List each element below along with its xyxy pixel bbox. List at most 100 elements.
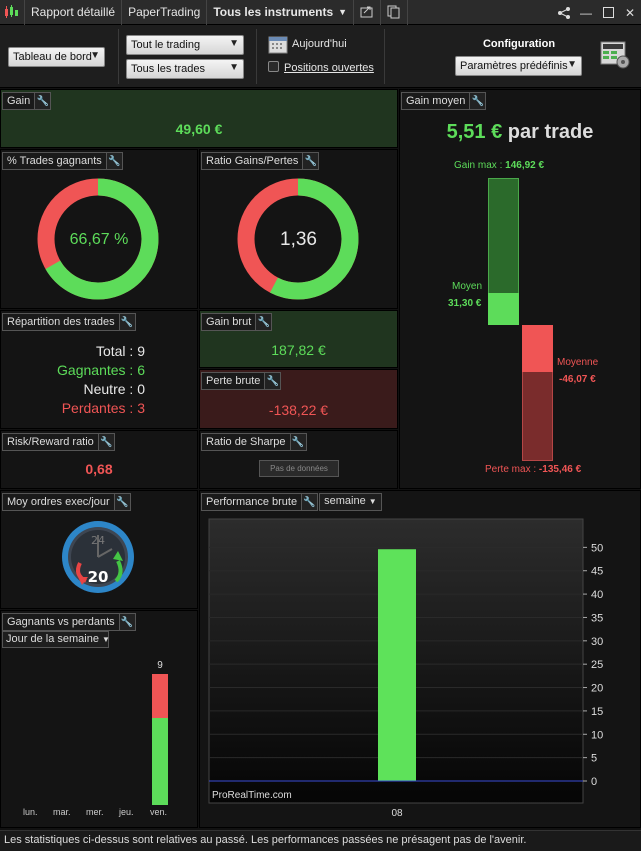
presets-select[interactable]: Paramètres prédéfinis ▼ bbox=[455, 56, 582, 76]
trading-select[interactable]: Tout le trading ▼ bbox=[126, 35, 244, 55]
chevron-down-icon: ▼ bbox=[101, 635, 110, 644]
winning-trades-title: % Trades gagnants bbox=[2, 152, 107, 170]
ratio-panel: Ratio Gains/Pertes 🔧 1,36 bbox=[199, 149, 398, 309]
day-label: mer. bbox=[86, 807, 104, 817]
day-label: ven. bbox=[150, 807, 168, 817]
chevron-down-icon: ▼ bbox=[368, 497, 377, 506]
donut-win-arc bbox=[37, 178, 159, 300]
wrench-icon[interactable]: 🔧 bbox=[290, 433, 307, 451]
trades-select[interactable]: Tous les trades ▼ bbox=[126, 59, 244, 79]
gross-gain-title: Gain brut bbox=[201, 313, 257, 331]
wrench-icon[interactable]: 🔧 bbox=[265, 372, 282, 390]
instruments-dropdown[interactable]: Tous les instruments ▼ bbox=[207, 0, 355, 25]
panel-header: Gain moyen 🔧 bbox=[401, 92, 487, 110]
distribution-list: Total : 9 Gagnantes : 6 Neutre : 0 Perda… bbox=[1, 342, 145, 418]
close-icon[interactable]: ✕ bbox=[624, 5, 636, 20]
clock-label: 24 bbox=[91, 534, 105, 547]
max-loss-label: Perte max : -135,46 € bbox=[485, 464, 582, 475]
view-select[interactable]: Tableau de bord ▼ bbox=[8, 47, 105, 67]
panel-header: Risk/Reward ratio 🔧 bbox=[2, 433, 115, 451]
wrench-icon[interactable]: 🔧 bbox=[470, 92, 487, 110]
win-row: Gagnantes : 6 bbox=[57, 362, 145, 378]
risk-reward-value: 0,68 bbox=[85, 461, 113, 477]
day-label: lun. bbox=[23, 807, 38, 817]
clock-icon: 24 20 bbox=[62, 521, 134, 593]
neutral-row: Neutre : 0 bbox=[83, 381, 146, 397]
performance-title: Performance brute bbox=[201, 493, 303, 511]
orders-title: Moy ordres exec/jour bbox=[2, 493, 115, 511]
y-tick-label: 5 bbox=[591, 753, 597, 765]
panel-header: Performance brute 🔧 semaine ▼ bbox=[201, 493, 382, 511]
avg-loss-amount: -46,07 € bbox=[559, 374, 596, 385]
open-positions-label[interactable]: Positions ouvertes bbox=[284, 62, 374, 74]
avg-gain-amount: 31,30 € bbox=[448, 298, 482, 309]
winners-losers-panel: Gagnants vs perdants 🔧 Jour de la semain… bbox=[0, 610, 198, 828]
wrench-icon[interactable]: 🔧 bbox=[302, 493, 319, 511]
chevron-down-icon: ▼ bbox=[567, 59, 577, 70]
y-tick-label: 0 bbox=[591, 776, 597, 788]
open-positions-checkbox[interactable] bbox=[268, 61, 279, 72]
wrench-icon[interactable]: 🔧 bbox=[256, 313, 273, 331]
maximize-icon[interactable] bbox=[597, 0, 619, 25]
y-tick-label: 15 bbox=[591, 706, 603, 718]
ratio-title: Ratio Gains/Pertes bbox=[201, 152, 304, 170]
wrench-icon[interactable]: 🔧 bbox=[35, 92, 52, 110]
wrench-icon[interactable]: 🔧 bbox=[114, 493, 131, 511]
share-icon[interactable] bbox=[553, 0, 575, 25]
toolbar: Tableau de bord ▼ Tout le trading ▼ Tous l… bbox=[0, 25, 641, 88]
panel-header: Ratio Gains/Pertes 🔧 bbox=[201, 152, 320, 170]
chevron-down-icon: ▼ bbox=[229, 38, 239, 49]
avg-gain-headline: 5,51 € par trade bbox=[400, 121, 640, 144]
gross-loss-panel: Perte brute 🔧 -138,22 € bbox=[199, 369, 398, 429]
period-select[interactable]: semaine ▼ bbox=[319, 493, 382, 511]
trades-select-value: Tous les trades bbox=[131, 63, 205, 75]
chevron-down-icon: ▼ bbox=[90, 50, 100, 61]
no-data-button[interactable]: Pas de données bbox=[259, 460, 339, 477]
avg-gain-label: Moyen bbox=[452, 281, 483, 292]
config-settings-icon[interactable] bbox=[600, 39, 632, 74]
gross-gain-value: 187,82 € bbox=[271, 342, 326, 358]
donut-win-arc bbox=[237, 178, 359, 300]
minimize-icon[interactable]: — bbox=[580, 5, 592, 20]
weekday-select[interactable]: Jour de la semaine ▼ bbox=[2, 631, 110, 648]
avg-loss-bar bbox=[522, 325, 553, 372]
copy-icon[interactable] bbox=[381, 0, 409, 25]
today-button[interactable]: Aujourd'hui bbox=[292, 38, 347, 50]
performance-bar[interactable] bbox=[378, 549, 416, 781]
view-select-value: Tableau de bord bbox=[13, 51, 92, 63]
instruments-dropdown-label: Tous les instruments bbox=[213, 5, 334, 19]
winners-losers-title: Gagnants vs perdants bbox=[2, 613, 120, 631]
panel-header: % Trades gagnants 🔧 bbox=[2, 152, 123, 170]
tab-paper-trading[interactable]: PaperTrading bbox=[122, 0, 208, 25]
avg-gain-per-trade: par trade bbox=[507, 121, 594, 143]
title-bar: Rapport détaillé PaperTrading Tous les i… bbox=[0, 0, 641, 25]
avg-gain-panel: Gain moyen 🔧 5,51 € par trade Gain max :… bbox=[399, 89, 641, 489]
max-gain-label: Gain max : 146,92 € bbox=[454, 160, 545, 171]
export-icon[interactable] bbox=[354, 0, 382, 25]
panel-header: Répartition des trades 🔧 bbox=[2, 313, 136, 331]
avg-gain-bar bbox=[488, 293, 519, 325]
wrench-icon[interactable]: 🔧 bbox=[119, 613, 136, 631]
orders-panel: Moy ordres exec/jour 🔧 24 20 bbox=[0, 490, 198, 609]
wrench-icon[interactable]: 🔧 bbox=[106, 152, 123, 170]
panel-header: Ratio de Sharpe 🔧 bbox=[201, 433, 307, 451]
distribution-title: Répartition des trades bbox=[2, 313, 120, 331]
wrench-icon[interactable]: 🔧 bbox=[303, 152, 320, 170]
loss-row: Perdantes : 3 bbox=[61, 400, 145, 416]
y-tick-label: 45 bbox=[591, 566, 603, 578]
calendar-icon[interactable] bbox=[268, 34, 288, 57]
panel-header: Gain 🔧 bbox=[2, 92, 52, 110]
avg-loss-label: Moyenne bbox=[557, 357, 599, 368]
y-tick-label: 20 bbox=[591, 683, 603, 695]
ratio-value: 1,36 bbox=[280, 229, 317, 250]
gross-loss-title: Perte brute bbox=[201, 372, 266, 390]
chevron-down-icon: ▼ bbox=[338, 7, 348, 17]
tab-detailed-report[interactable]: Rapport détaillé bbox=[25, 0, 123, 25]
friday-win-bar bbox=[152, 717, 168, 805]
y-tick-label: 35 bbox=[591, 612, 603, 624]
gross-gain-panel: Gain brut 🔧 187,82 € bbox=[199, 310, 398, 368]
wrench-icon[interactable]: 🔧 bbox=[119, 313, 136, 331]
friday-loss-bar bbox=[152, 674, 168, 718]
x-tick-label: 08 bbox=[391, 808, 403, 819]
wrench-icon[interactable]: 🔧 bbox=[98, 433, 115, 451]
